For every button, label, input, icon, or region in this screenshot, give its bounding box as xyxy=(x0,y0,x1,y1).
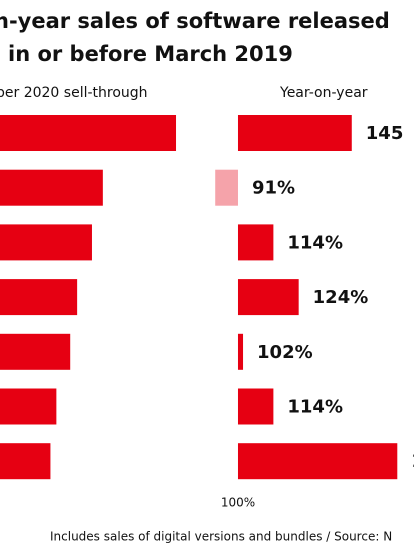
value-label: 114% xyxy=(287,397,343,418)
bar xyxy=(0,333,71,370)
value-label: 145 xyxy=(366,123,404,144)
bar xyxy=(0,169,103,206)
bar xyxy=(237,224,274,261)
value-label: 1 xyxy=(411,451,414,472)
value-label: 102% xyxy=(257,342,313,363)
bar xyxy=(215,169,238,206)
x-tick-label: 100% xyxy=(221,496,255,510)
bar xyxy=(0,115,177,151)
panel-title: ber 2020 sell-through xyxy=(0,85,148,101)
bar xyxy=(237,115,352,151)
bar xyxy=(0,443,51,480)
value-label: 91% xyxy=(252,178,295,199)
value-label: 124% xyxy=(313,287,369,308)
bar xyxy=(0,279,78,316)
bar xyxy=(0,224,92,261)
bar xyxy=(0,388,57,425)
panel-title: Year-on-year xyxy=(279,85,368,101)
bar xyxy=(237,388,274,425)
bar xyxy=(237,333,244,370)
footer: Includes sales of digital versions and b… xyxy=(50,530,392,544)
bar xyxy=(237,279,299,316)
title-line: n-year sales of software released xyxy=(0,9,390,33)
title-line: in or before March 2019 xyxy=(8,42,293,66)
value-label: 114% xyxy=(287,232,343,253)
bar xyxy=(237,443,398,480)
